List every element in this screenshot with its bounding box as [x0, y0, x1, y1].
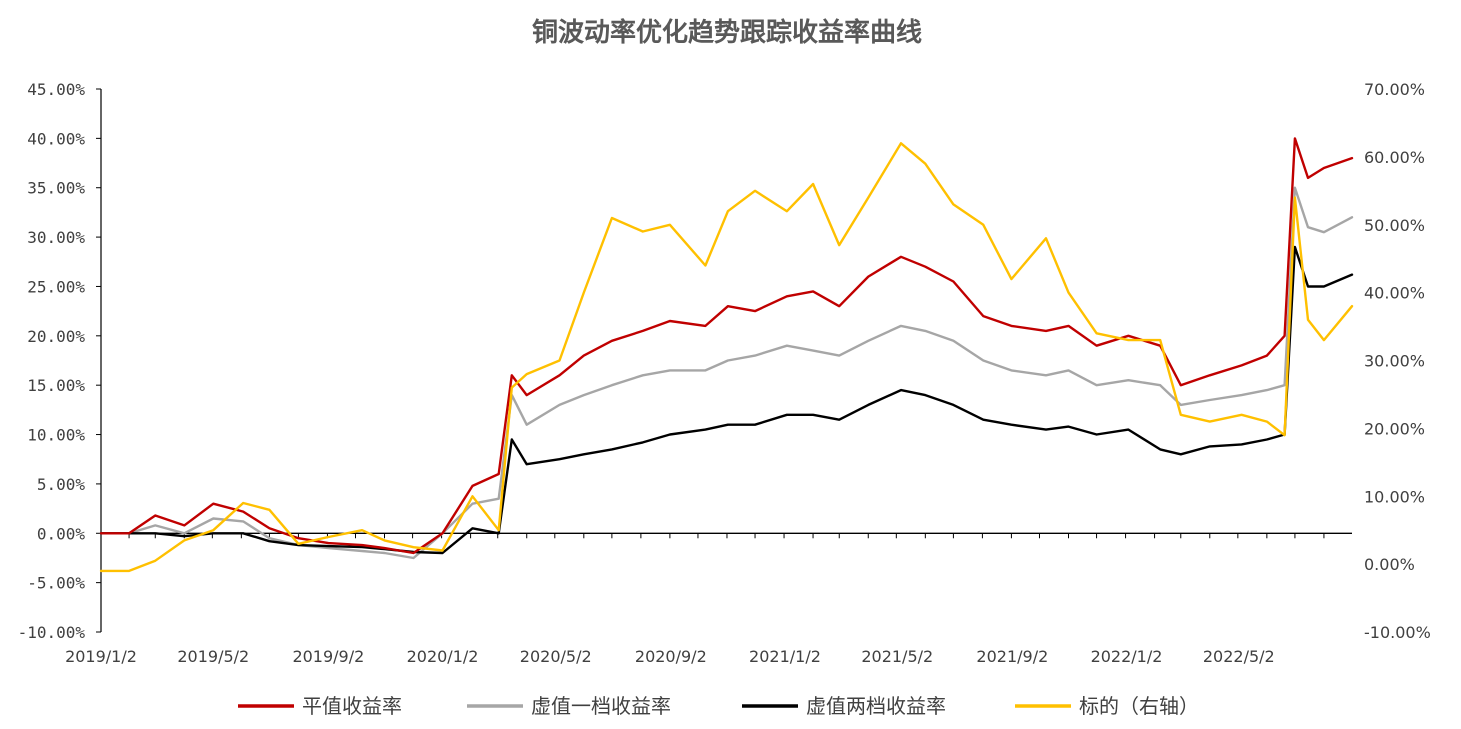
legend-label-3: 标的（右轴）: [1079, 694, 1199, 718]
y-right-tick-label: 40.00%: [1364, 284, 1425, 303]
legend: 平值收益率 虚值一档收益率 虚值两档收益率 标的（右轴）: [238, 694, 1199, 718]
y-left-tick-label: 30.00%: [27, 228, 85, 247]
y-right-tick-label: 70.00%: [1364, 80, 1425, 99]
x-tick-label: 2021/1/2: [749, 647, 821, 666]
y-right-tick-label: 20.00%: [1364, 419, 1425, 438]
legend-label-1: 虚值一档收益率: [531, 694, 671, 718]
y-right-tick-label: 10.00%: [1364, 487, 1425, 506]
series-group: [99, 137, 1354, 573]
x-tick-label: 2021/9/2: [976, 647, 1048, 666]
y-right-tick-label: 30.00%: [1364, 352, 1425, 371]
y-right-tick-label: 50.00%: [1364, 216, 1425, 235]
series-line-0: [99, 137, 1354, 555]
y-left-tick-label: 5.00%: [37, 475, 86, 494]
chart-title: 铜波动率优化趋势跟踪收益率曲线: [532, 17, 922, 48]
series-line-1: [99, 186, 1354, 560]
x-tick-label: 2019/1/2: [65, 647, 137, 666]
series-line-3: [99, 142, 1354, 573]
legend-label-2: 虚值两档收益率: [806, 694, 946, 718]
y-right-tick-label: -10.00%: [1364, 623, 1431, 642]
y-left-tick-label: -5.00%: [27, 574, 85, 593]
x-tick-label: 2020/5/2: [520, 647, 592, 666]
x-tick-label: 2020/9/2: [635, 647, 707, 666]
x-tick-label: 2022/5/2: [1203, 647, 1275, 666]
x-tick-label: 2022/1/2: [1091, 647, 1163, 666]
y-left-tick-label: 15.00%: [27, 376, 85, 395]
y-left-tick-label: 10.00%: [27, 426, 85, 445]
y-left-tick-label: 0.00%: [37, 524, 86, 543]
y-left-tick-label: 40.00%: [27, 129, 85, 148]
axes-group: -10.00% -5.00% 0.00% 5.00% 10.00% 15.00% 20.00…: [18, 80, 1431, 666]
y-left-tick-label: 45.00%: [27, 80, 85, 99]
y-right-tick-label: 0.00%: [1364, 555, 1415, 574]
x-tick-label: 2020/1/2: [407, 647, 479, 666]
y-left-tick-label: 20.00%: [27, 327, 85, 346]
x-tick-label: 2019/9/2: [292, 647, 364, 666]
x-tick-label: 2019/5/2: [177, 647, 249, 666]
y-right-tick-label: 60.00%: [1364, 148, 1425, 167]
x-tick-label: 2021/5/2: [861, 647, 933, 666]
legend-label-0: 平值收益率: [302, 694, 402, 718]
y-left-tick-label: 35.00%: [27, 179, 85, 198]
y-left-tick-label: 25.00%: [27, 277, 85, 296]
series-line-2: [99, 245, 1354, 555]
y-left-tick-label: -10.00%: [18, 623, 86, 642]
